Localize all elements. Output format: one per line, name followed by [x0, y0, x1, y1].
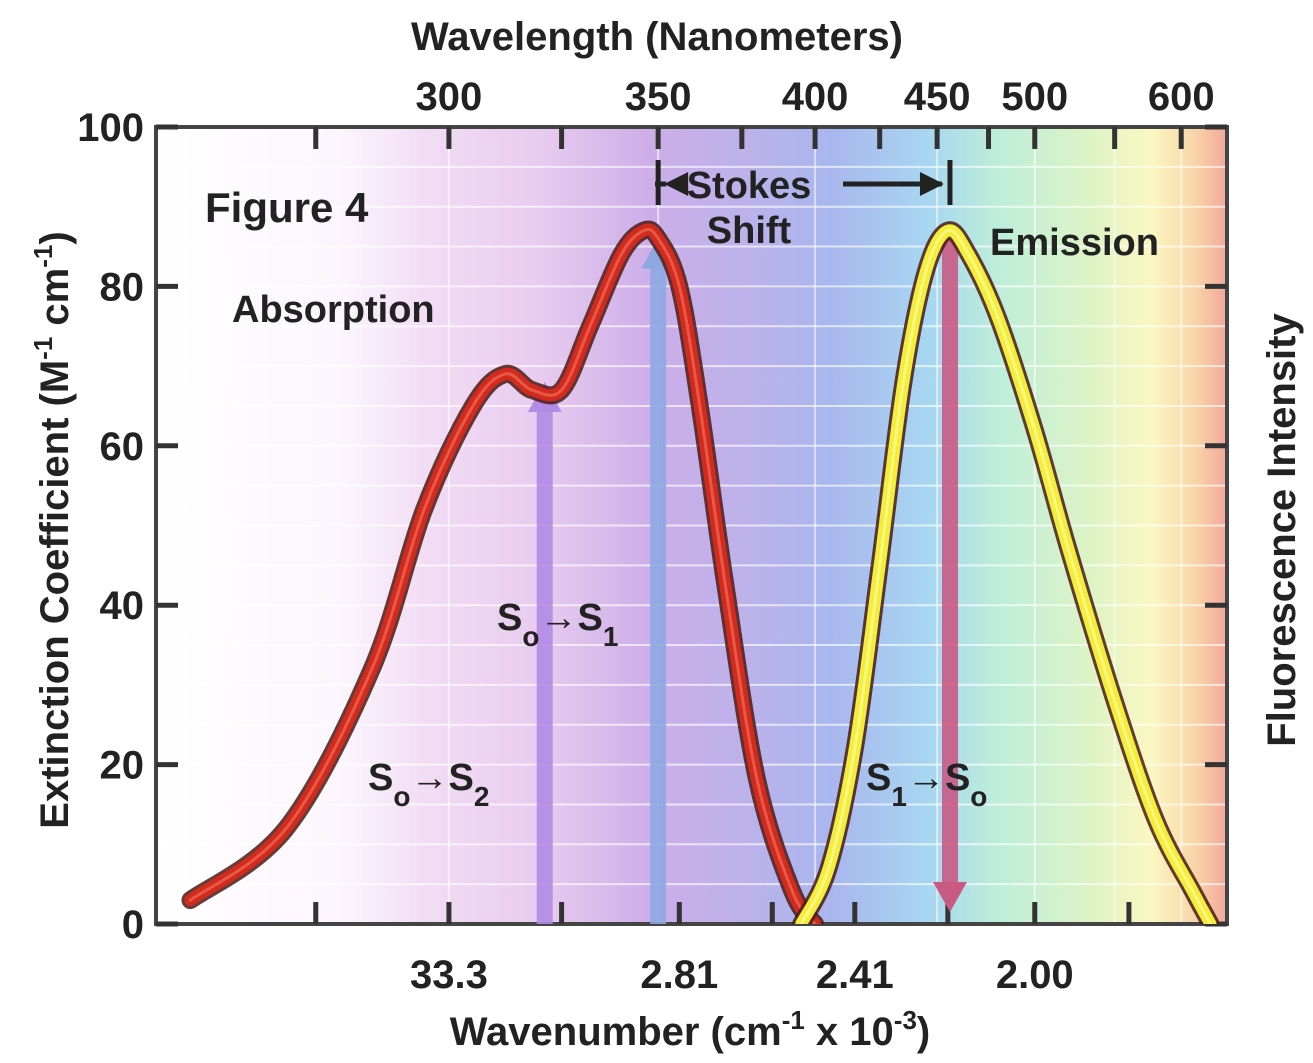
- transition-arrows: [527, 238, 967, 925]
- x-top-tick-label: 300: [416, 75, 483, 119]
- x-bottom-tick-label: 33.3: [410, 953, 488, 997]
- transition-label: So→S1: [497, 597, 618, 652]
- curves: [181, 220, 1220, 924]
- y-tick-label: 40: [100, 584, 145, 628]
- top-axis-title: Wavelength (Nanometers): [411, 15, 903, 59]
- ticks: [156, 124, 1227, 927]
- plot-frame: [154, 125, 1229, 926]
- stokes-label-line2: Shift: [707, 210, 792, 252]
- labels: 0 20 40 60 80 100 300 350 400 450 500 600 33.3 2.81 2.…: [77, 75, 1214, 997]
- stokes-label-line1: Stokes: [687, 165, 812, 207]
- bottom-axis-title: Wavenumber (cm-1 x 10-3): [450, 1005, 930, 1054]
- emission-label: Emission: [990, 222, 1159, 264]
- x-bottom-tick-label: 2.00: [996, 953, 1074, 997]
- transition-label: S1→So: [866, 757, 987, 812]
- arrow-head: [932, 882, 967, 912]
- y-tick-label: 80: [100, 265, 145, 309]
- transition-label: So→S2: [368, 757, 489, 812]
- x-top-tick-label: 450: [904, 75, 971, 119]
- left-axis-title: Extinction Coefficient (M-1 cm-1): [28, 231, 77, 828]
- x-top-tick-label: 400: [782, 75, 849, 119]
- x-top-tick-label: 600: [1148, 75, 1215, 119]
- arrow-shaft: [650, 264, 667, 925]
- y-tick-label: 100: [77, 106, 144, 150]
- x-top-tick-label: 500: [1001, 75, 1068, 119]
- series-highlight: [188, 227, 817, 924]
- y-tick-label: 20: [100, 744, 145, 788]
- series-emission: [792, 221, 1220, 924]
- stokes-arrowhead-left: [664, 172, 689, 196]
- transition-arrow: [932, 238, 967, 912]
- right-axis-title: Fluorescence Intensity: [1260, 313, 1304, 747]
- x-bottom-tick-label: 2.81: [640, 953, 718, 997]
- x-top-tick-label: 350: [625, 75, 692, 119]
- stokes-arrowhead-right: [919, 172, 944, 196]
- arrow-shaft: [941, 238, 958, 884]
- y-tick-label: 0: [122, 903, 144, 947]
- series-highlight: [799, 228, 1213, 924]
- y-tick-label: 60: [100, 425, 145, 469]
- arrow-shaft: [536, 408, 553, 924]
- x-bottom-tick-label: 2.41: [816, 953, 894, 997]
- absorption-label: Absorption: [232, 289, 435, 331]
- series-absorption: [181, 220, 825, 924]
- figure-label: Figure 4: [205, 184, 369, 231]
